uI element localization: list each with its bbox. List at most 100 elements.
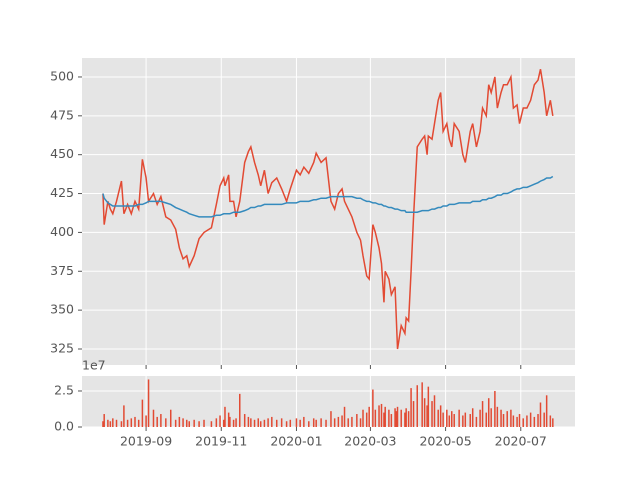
volume-bar (383, 412, 385, 427)
volume-bar (137, 419, 140, 427)
volume-bar (259, 421, 262, 427)
volume-bar (289, 419, 292, 427)
volume-bar (442, 412, 444, 427)
volume-bar (394, 408, 396, 427)
volume-bar (374, 409, 377, 427)
x-tick-label: 2019-09 (120, 434, 172, 449)
volume-bar (522, 418, 524, 427)
volume-bar (250, 418, 252, 427)
x-tick-label: 2020-03 (344, 434, 396, 449)
volume-bar (219, 415, 221, 427)
volume-bar (165, 418, 167, 427)
y-tick-label: 0.0 (54, 419, 74, 434)
volume-bar (325, 419, 327, 427)
volume-bar (308, 421, 310, 427)
volume-bar (404, 412, 406, 427)
volume-bar (343, 406, 346, 427)
volume-bar (421, 382, 423, 427)
volume-bar (552, 418, 554, 427)
volume-bar (239, 393, 241, 427)
volume-bar (405, 408, 407, 427)
volume-bar (330, 411, 332, 427)
volume-bar (380, 403, 383, 427)
volume-bar (490, 408, 492, 427)
volume-bar (145, 415, 147, 427)
volume-bar (362, 409, 364, 427)
volume-bar (533, 416, 536, 427)
volume-bar (451, 411, 453, 427)
volume-bar (365, 412, 368, 427)
volume-bar (210, 421, 213, 427)
volume-bar (315, 419, 317, 427)
volume-bar (312, 418, 315, 427)
volume-bar (510, 409, 512, 427)
volume-bar (516, 416, 518, 427)
volume-bar (160, 414, 162, 427)
volume-bar (232, 419, 235, 427)
price-line (102, 175, 554, 218)
volume-bar (178, 416, 181, 427)
volume-bar (112, 418, 114, 427)
volume-bar (263, 419, 266, 427)
volume-bar (464, 412, 467, 427)
volume-bar (203, 419, 205, 427)
volume-bar (123, 405, 125, 427)
volume-bar (487, 398, 490, 427)
volume-bar (410, 388, 412, 427)
volume-bar (539, 402, 542, 427)
volume-bar (141, 399, 144, 427)
volume-bar (275, 419, 278, 427)
volume-bar (253, 419, 256, 427)
volume-bar (395, 411, 398, 427)
y-tick-label: 450 (50, 146, 74, 161)
x-tick-label: 2020-05 (419, 434, 471, 449)
volume-bar (543, 412, 545, 427)
volume-bar (227, 412, 230, 427)
volume-bar (471, 408, 474, 427)
y-tick-label: 475 (50, 107, 74, 122)
volume-bar (193, 419, 195, 427)
volume-bar (458, 409, 460, 427)
volume-bar (479, 409, 481, 427)
volume-bar (280, 418, 283, 427)
volume-bar (356, 414, 358, 427)
volume-bar (512, 415, 515, 427)
volume-bar (427, 386, 430, 427)
volume-bar (229, 416, 231, 427)
volume-bar (130, 418, 133, 427)
volume-bar (396, 406, 399, 427)
volume-bar (529, 412, 532, 427)
volume-bar (186, 419, 188, 427)
volume-bar (134, 416, 136, 427)
plot-background (82, 58, 575, 365)
volume-bar (215, 418, 218, 427)
volume-bar (174, 419, 177, 427)
volume-bar (368, 406, 370, 427)
y-tick-label: 350 (50, 302, 74, 317)
volume-bar (485, 412, 488, 427)
x-tick-label: 2019-11 (195, 434, 247, 449)
volume-bar (518, 414, 521, 427)
volume-bar (423, 398, 426, 427)
volume-bar (462, 415, 464, 427)
volume-bar (243, 414, 246, 427)
volume-bar (496, 406, 499, 427)
volume-bar (453, 414, 455, 427)
volume-bar (433, 395, 436, 427)
y-tick-label: 425 (50, 185, 74, 200)
volume-bar (446, 409, 448, 427)
volume-bar (359, 418, 362, 427)
volume-bar (107, 419, 109, 427)
volume-bar (384, 406, 386, 427)
volume-bar (102, 421, 104, 427)
volume-bar (188, 421, 190, 427)
volume-bar (439, 405, 442, 427)
volume-bar (448, 415, 451, 427)
volume-bar (537, 414, 539, 427)
y-tick-label: 325 (50, 340, 74, 355)
volume-bar (152, 409, 155, 427)
volume-bar (347, 418, 349, 427)
volume-bar (388, 409, 390, 427)
volume-bar (437, 409, 439, 427)
